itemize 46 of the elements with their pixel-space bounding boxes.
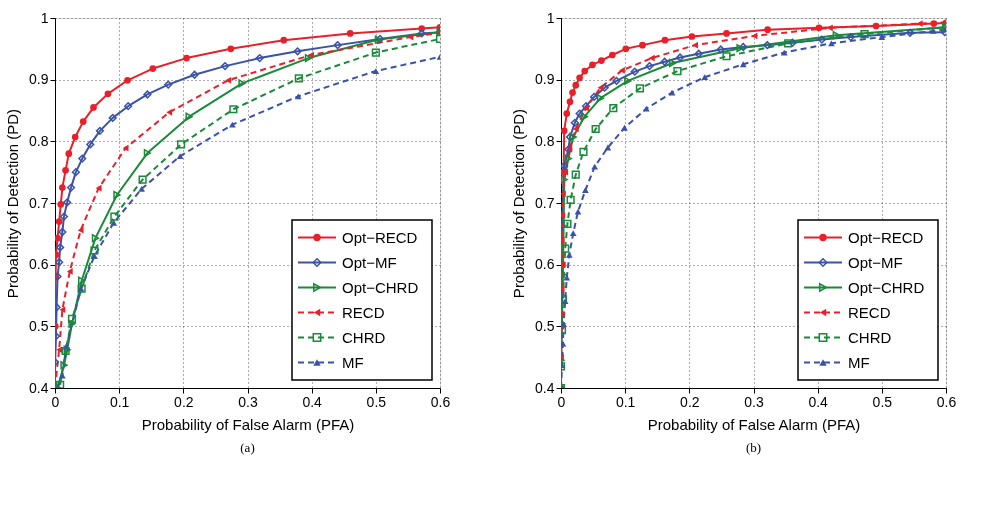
legend-label: CHRD xyxy=(342,328,386,346)
y-axis-title: Probability of Detection (PD) xyxy=(510,108,528,299)
y-tick-label: 0.5 xyxy=(29,317,49,334)
legend-label: Opt−MF xyxy=(342,253,397,271)
y-tick-label: 0.6 xyxy=(29,256,49,273)
x-axis-title: Probability of False Alarm (PFA) xyxy=(141,415,355,433)
legend-label: Opt−CHRD xyxy=(342,278,419,296)
y-tick-label: 0.9 xyxy=(535,71,555,88)
legend-label: Opt−MF xyxy=(848,253,903,271)
y-tick-label: 0.9 xyxy=(29,71,49,88)
x-tick-label: 0.2 xyxy=(680,393,700,410)
x-tick-label: 0.5 xyxy=(366,393,387,410)
y-axis-title: Probability of Detection (PD) xyxy=(4,108,22,299)
x-tick-label: 0.5 xyxy=(872,393,893,410)
x-tick-label: 0.3 xyxy=(744,393,764,410)
y-tick-label: 0.8 xyxy=(29,132,49,149)
legend-label: RECD xyxy=(342,303,385,321)
legend-label: Opt−RECD xyxy=(342,228,418,246)
y-tick-label: 0.4 xyxy=(535,379,555,396)
legend-label: Opt−CHRD xyxy=(848,278,925,296)
x-tick-label: 0 xyxy=(51,393,60,410)
x-tick-label: 0.4 xyxy=(302,393,323,410)
legend-label: MF xyxy=(848,353,870,371)
y-tick-label: 1 xyxy=(546,9,555,26)
x-tick-label: 0.6 xyxy=(936,393,957,410)
y-tick-label: 0.5 xyxy=(535,317,555,334)
legend-label: MF xyxy=(342,353,364,371)
legend-label: RECD xyxy=(848,303,891,321)
x-tick-label: 0.1 xyxy=(109,393,130,410)
y-tick-label: 0.4 xyxy=(29,379,49,396)
y-tick-label: 0.7 xyxy=(29,194,49,211)
text: (b) xyxy=(745,440,762,455)
text: (a) xyxy=(240,440,255,455)
legend-label: Opt−RECD xyxy=(848,228,924,246)
x-axis-title: Probability of False Alarm (PFA) xyxy=(647,415,861,433)
y-tick-label: 1 xyxy=(40,9,49,26)
x-tick-label: 0.4 xyxy=(808,393,829,410)
y-tick-label: 0.8 xyxy=(535,132,555,149)
legend-label: CHRD xyxy=(848,328,892,346)
x-tick-label: 0.2 xyxy=(174,393,194,410)
y-tick-label: 0.6 xyxy=(535,256,555,273)
x-tick-label: 0.3 xyxy=(238,393,258,410)
x-tick-label: 0.6 xyxy=(430,393,451,410)
y-tick-label: 0.7 xyxy=(535,194,555,211)
x-tick-label: 0 xyxy=(557,393,566,410)
x-tick-label: 0.1 xyxy=(615,393,636,410)
